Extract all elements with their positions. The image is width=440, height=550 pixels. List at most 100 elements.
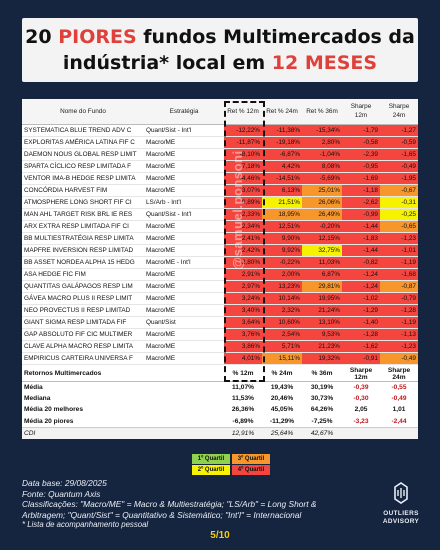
- fund-strategy: Quant/Sist - Int'l: [146, 210, 192, 218]
- stats-row: Média 20 piores -6,89% -11,29% -7,25% -3,23 -…: [22, 416, 418, 428]
- fund-strategy: Macro/ME - Int'l: [146, 258, 191, 266]
- table-row[interactable]: MAN AHL TARGET RISK BRL IE RES Quant/Sist…: [22, 208, 418, 220]
- stats-r12: 26,36%: [231, 406, 255, 414]
- sharpe-12m: -1,24: [342, 268, 380, 280]
- sharpe-12m: -1,40: [342, 316, 380, 328]
- sharpe-24m: -0,87: [380, 280, 418, 292]
- table-row[interactable]: MAPFRE INVERSION RESP LIMITAD Macro/ME 2,4…: [22, 244, 418, 256]
- fund-name: ARX EXTRA RESP LIMITADA FIF CI: [24, 222, 129, 230]
- fund-name: VENTOR IMA-B HEDGE RESP LIMITA: [24, 174, 136, 182]
- stats-r24: -11,29%: [269, 417, 295, 425]
- legend-q3: 3º Quartil: [232, 454, 270, 464]
- funds-table: Nome do Fundo Estratégia Ret % 12m Ret %…: [22, 99, 418, 365]
- table-row[interactable]: VENTOR IMA-B HEDGE RESP LIMITA Macro/ME -4…: [22, 172, 418, 184]
- title-segment: indústria: [62, 52, 160, 74]
- sharpe-24m: -1,23: [380, 340, 418, 352]
- stats-row: CDI 12,91% 25,64% 42,67%: [22, 426, 418, 439]
- sharpe-24m: -1,23: [380, 232, 418, 244]
- table-row[interactable]: CONCÓRDIA HARVEST FIM Macro/ME -3,07% 6,13%…: [22, 184, 418, 196]
- fund-strategy: Macro/ME: [146, 222, 176, 230]
- table-row[interactable]: ARX EXTRA RESP LIMITADA FIF CI Macro/ME 2,…: [22, 220, 418, 232]
- ret-12m: 3,64%: [224, 316, 262, 328]
- ret-24m: 10,60%: [262, 316, 302, 328]
- fund-strategy: Macro/ME: [146, 354, 176, 362]
- table-row[interactable]: ASA HEDGE FIC FIM Macro/ME 2,91% 2,00% 6,87%…: [22, 268, 418, 280]
- col-header-name[interactable]: Nome do Fundo: [22, 99, 144, 125]
- sharpe-24m: -1,28: [380, 304, 418, 316]
- table-row[interactable]: GÁVEA MACRO PLUS II RESP LIMIT Macro/ME 3,…: [22, 292, 418, 304]
- fund-name: CONCÓRDIA HARVEST FIM: [24, 186, 108, 194]
- fund-strategy: Macro/ME: [146, 162, 176, 170]
- table-row[interactable]: SYSTEMATICA BLUE TREND ADV C Quant/Sist -…: [22, 124, 418, 136]
- stats-r12: -6,89%: [232, 417, 254, 425]
- stats-s12: 2,05: [354, 406, 368, 414]
- fund-name: GAP ABSOLUTO FIF CIC MULTIMER: [24, 330, 133, 338]
- ret-24m: 2,32%: [262, 304, 302, 316]
- col-header-ret-36m[interactable]: Ret % 36m: [302, 99, 342, 125]
- table-row[interactable]: SPARTA CÍCLICO RESP LIMITADA F Macro/ME -7…: [22, 160, 418, 172]
- stats-row: Média 20 melhores 26,36% 45,05% 64,26% 2,05 1…: [22, 404, 418, 416]
- sharpe-24m: -0,79: [380, 292, 418, 304]
- sharpe-period: 12m: [354, 112, 368, 120]
- ret-12m: 2,34%: [224, 220, 262, 232]
- col-header-ret-12m[interactable]: Ret % 12m: [224, 99, 262, 125]
- ret-12m: -4,46%: [224, 172, 262, 184]
- sharpe-24m: -0,49: [380, 160, 418, 172]
- ret-12m: 3,76%: [224, 328, 262, 340]
- ret-36m: 26,49%: [302, 208, 342, 220]
- stats-label: Média 20 piores: [24, 417, 74, 425]
- sharpe-12m: -1,44: [342, 220, 380, 232]
- ret-36m: 25,01%: [302, 184, 342, 196]
- stats-r36: 30,73%: [310, 394, 334, 402]
- ret-36m: 13,10%: [302, 316, 342, 328]
- table-row[interactable]: EXPLORITAS AMÉRICA LATINA FIF C Macro/ME -…: [22, 136, 418, 148]
- footer-date: Data base: 29/08/2025: [22, 478, 107, 488]
- fund-strategy: Macro/ME: [146, 138, 176, 146]
- table-row[interactable]: DAEMON NOUS GLOBAL RESP LIMIT Macro/ME -8,…: [22, 148, 418, 160]
- ret-36m: 19,32%: [302, 352, 342, 364]
- logo-mark-icon: [376, 482, 426, 510]
- sharpe-12m: -2,62: [342, 196, 380, 208]
- table-row[interactable]: NEO PROVECTUS II RESP LIMITAD Macro/ME 3,4…: [22, 304, 418, 316]
- ret-36m: 32,75%: [302, 244, 342, 256]
- sharpe-24m: -1,68: [380, 268, 418, 280]
- col-header-sharpe-12m[interactable]: Sharpe 12m: [342, 99, 380, 125]
- ret-36m: -0,20%: [302, 220, 342, 232]
- table-row[interactable]: GAP ABSOLUTO FIF CIC MULTIMER Macro/ME 3,7…: [22, 328, 418, 340]
- sharpe-12m: -1,79: [342, 124, 380, 136]
- col-header-strategy[interactable]: Estratégia: [144, 99, 224, 125]
- ret-12m: 0,89%: [224, 196, 262, 208]
- ret-12m: -12,22%: [224, 124, 262, 136]
- col-header-ret-24m[interactable]: Ret % 24m: [262, 99, 302, 125]
- funds-sheet: Nome do Fundo Estratégia Ret % 12m Ret %…: [22, 99, 418, 439]
- ret-24m: 9,90%: [262, 232, 302, 244]
- table-row[interactable]: ATMOSPHERE LONG SHORT FIF CI LS/Arb - Int…: [22, 196, 418, 208]
- ret-24m: 4,42%: [262, 160, 302, 172]
- sharpe-24m: -1,19: [380, 316, 418, 328]
- table-row[interactable]: CLAVE ALPHA MACRO RESP LIMITA Macro/ME 3,8…: [22, 340, 418, 352]
- stats-col-sharpe-12m: Sharpe 12m: [342, 366, 380, 382]
- table-row[interactable]: GIANT SIGMA RESP LIMITADA FIF Quant/Sist 3…: [22, 316, 418, 328]
- ret-36m: 8,08%: [302, 160, 342, 172]
- stats-s24: [380, 426, 418, 439]
- title-segment: PIORES: [58, 26, 137, 48]
- ret-12m: 2,33%: [224, 208, 262, 220]
- stats-table: Retornos Multimercados % 12m % 24m % 36m…: [22, 366, 418, 439]
- stats-header-row: Retornos Multimercados % 12m % 24m % 36m…: [22, 366, 418, 382]
- sharpe-12m: -1,29: [342, 304, 380, 316]
- stats-label: Média 20 melhores: [24, 406, 84, 414]
- stats-r24: 45,05%: [270, 406, 294, 414]
- sharpe-12m: -0,91: [342, 352, 380, 364]
- stats-s12: -0,30: [353, 394, 369, 402]
- sharpe-24m: -1,95: [380, 172, 418, 184]
- fund-strategy: Macro/ME: [146, 294, 176, 302]
- table-row[interactable]: BB ASSET NORDEA ALPHA 15 HEDG Macro/ME - …: [22, 256, 418, 268]
- col-header-sharpe-24m[interactable]: Sharpe 24m: [380, 99, 418, 125]
- legend-q4: 4º Quartil: [232, 465, 270, 475]
- stats-col-sharpe-24m: Sharpe 24m: [380, 366, 418, 382]
- table-row[interactable]: BB MULTIESTRATÉGIA RESP LIMITA Macro/ME 2,…: [22, 232, 418, 244]
- page-number: 5/10: [210, 530, 230, 541]
- table-row[interactable]: QUANTITAS GALÁPAGOS RESP LIM Macro/ME 2,97…: [22, 280, 418, 292]
- sharpe-12m: -1,62: [342, 340, 380, 352]
- table-row[interactable]: EMPIRICUS CARTEIRA UNIVERSA F Macro/ME 4,0…: [22, 352, 418, 364]
